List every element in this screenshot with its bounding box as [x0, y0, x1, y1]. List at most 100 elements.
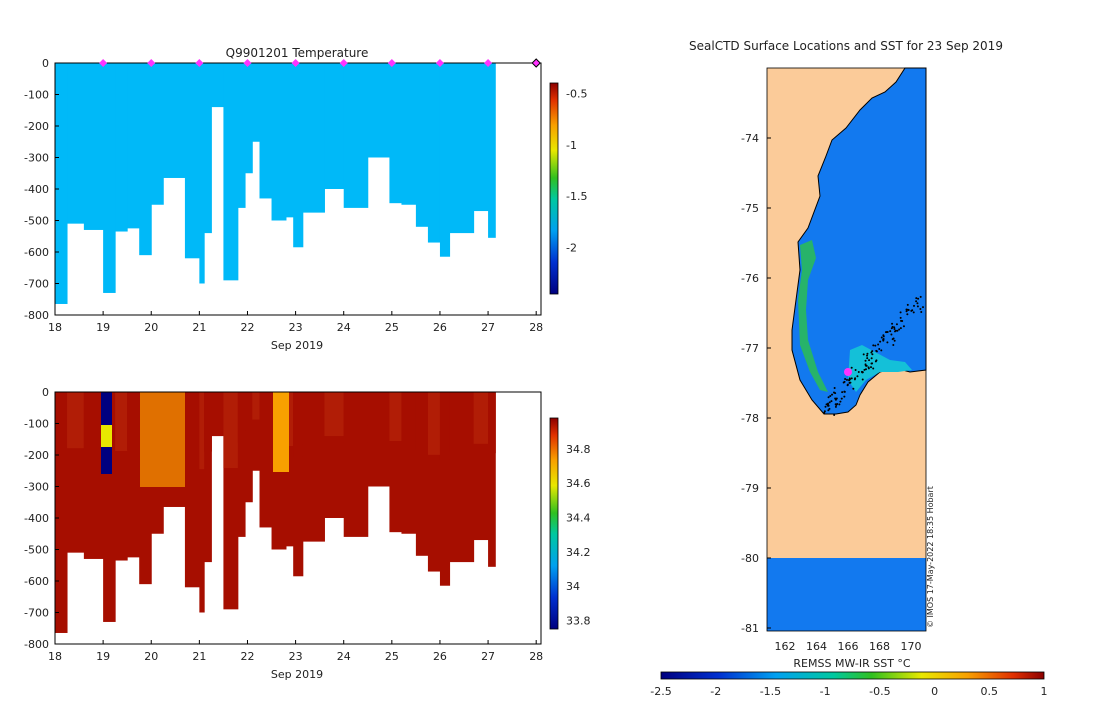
track-dot [880, 336, 883, 339]
sst-colorbar-tick-label: -2.5 [650, 685, 671, 698]
profile-marker [531, 58, 541, 68]
salinity-upper-layer [259, 392, 273, 440]
salinity-upper-layer [115, 392, 128, 451]
temperature-column [115, 63, 128, 232]
track-dot [921, 306, 924, 309]
map-shelf-cyan [848, 345, 912, 392]
y-tick-label: -100 [24, 418, 49, 431]
temperature-profile-markers [99, 58, 541, 68]
sst-colorbar [660, 671, 1045, 680]
map-seal-tracks [823, 295, 924, 416]
x-tick-label: 22 [240, 650, 254, 663]
lon-tick-label: 162 [775, 640, 796, 653]
x-tick-label: 22 [240, 321, 254, 334]
lat-tick-label: -81 [741, 622, 759, 635]
track-dot [874, 344, 877, 347]
track-dot [882, 335, 885, 338]
y-tick-label: -400 [24, 512, 49, 525]
salinity-column [237, 392, 246, 537]
track-dot [867, 367, 870, 370]
temperature-x-ticks: 18 19 20 21 22 23 24 25 26 27 28 [48, 311, 543, 334]
track-dot [856, 375, 859, 378]
salinity-upper-layer [367, 392, 390, 426]
track-dot [850, 377, 853, 380]
salinity-upper-layer [343, 392, 369, 443]
track-dot [902, 325, 905, 328]
salinity-column [439, 392, 451, 586]
track-dot [920, 310, 923, 313]
track-dot [919, 295, 922, 298]
x-tick-label: 28 [529, 650, 543, 663]
temperature-column [199, 63, 205, 284]
salinity-x-label: Sep 2019 [271, 668, 323, 681]
track-dot [890, 333, 893, 336]
temperature-colorbar-tick-label: -2 [566, 242, 577, 255]
profile-marker [435, 59, 444, 67]
salinity-upper-layer [427, 392, 441, 455]
temperature-column [211, 63, 224, 108]
track-dot [874, 360, 877, 363]
track-dot [866, 354, 869, 357]
track-dot [823, 410, 826, 413]
salinity-colorbar-tick-label: 34.6 [566, 477, 591, 490]
track-dot [843, 390, 846, 393]
salinity-column [293, 392, 304, 577]
track-dot [906, 308, 909, 311]
map-frame [766, 67, 927, 632]
track-dot [861, 371, 864, 374]
x-tick-label: 21 [192, 321, 206, 334]
lon-tick-label: 164 [806, 640, 827, 653]
salinity-column [245, 392, 253, 503]
track-dot [875, 349, 878, 352]
temperature-column [83, 63, 104, 230]
track-dot [891, 325, 894, 328]
salinity-column [252, 392, 261, 471]
track-dot [893, 326, 896, 329]
track-dot [844, 378, 847, 381]
track-dot [828, 401, 831, 404]
track-dot [864, 363, 867, 366]
y-tick-label: -200 [24, 120, 49, 133]
track-dot [899, 311, 902, 314]
track-dot [919, 308, 922, 311]
track-dot [849, 381, 852, 384]
lat-tick-label: -75 [741, 202, 759, 215]
map-title: SealCTD Surface Locations and SST for 23… [689, 39, 1003, 53]
y-tick-label: -500 [24, 215, 49, 228]
track-dot [846, 383, 849, 386]
track-dot [891, 322, 894, 325]
x-tick-label: 26 [433, 321, 447, 334]
track-dot [862, 353, 865, 356]
temperature-column [401, 63, 417, 205]
track-dot [870, 366, 873, 369]
track-dot [831, 393, 834, 396]
temperature-column [151, 63, 164, 205]
x-tick-label: 19 [96, 650, 110, 663]
salinity-upper-layer [252, 392, 261, 420]
temperature-column [67, 63, 85, 224]
track-dot [843, 395, 846, 398]
y-tick-label: -600 [24, 575, 49, 588]
salinity-upper-layer [389, 392, 402, 442]
track-dot [828, 407, 831, 410]
sst-colorbar-tick-label: -2 [710, 685, 721, 698]
salinity-mid-anomaly [101, 425, 112, 447]
profile-marker [484, 59, 493, 67]
temperature-colorbar-tick-label: -1 [566, 139, 577, 152]
temperature-column [389, 63, 402, 204]
temperature-colorbar [549, 82, 559, 295]
track-dot [889, 330, 892, 333]
temperature-column [252, 63, 261, 142]
sst-colorbar-tick-label: -1.5 [760, 685, 781, 698]
y-tick-label: -300 [24, 481, 49, 494]
profile-marker [339, 59, 348, 67]
temperature-plot-area [55, 63, 496, 304]
track-dot [894, 329, 897, 332]
lon-tick-label: 170 [901, 640, 922, 653]
track-dot [915, 297, 918, 300]
salinity-upper-layer [199, 392, 205, 470]
temperature-column [415, 63, 429, 227]
salinity-upper-layer [401, 392, 417, 442]
track-dot [845, 378, 848, 381]
temperature-colorbar-ticks: -0.5 -1 -1.5 -2 [566, 87, 587, 254]
